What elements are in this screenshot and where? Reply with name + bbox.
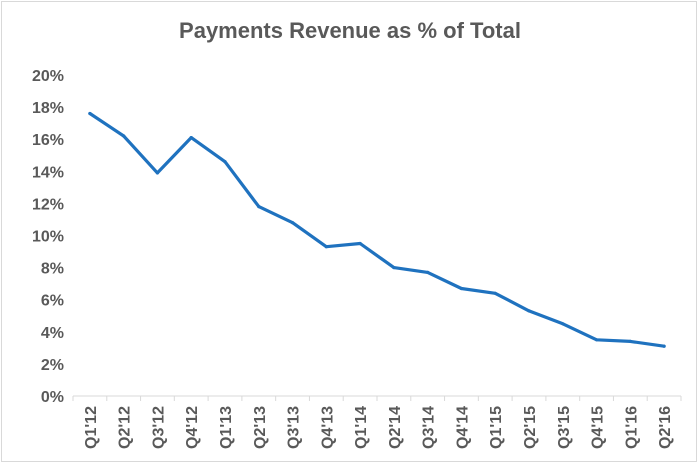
- x-tick-label: Q3'13: [286, 406, 303, 449]
- x-tick-label: Q1'14: [353, 406, 370, 449]
- series-line: [88, 111, 666, 348]
- data-point: [189, 136, 193, 140]
- data-point: [595, 338, 599, 342]
- x-tick-label: Q1'13: [218, 406, 235, 449]
- y-tick-label: 4%: [41, 325, 64, 342]
- data-point: [291, 221, 295, 225]
- data-point: [561, 322, 565, 326]
- x-tick-label: Q4'13: [319, 406, 336, 449]
- data-point: [122, 134, 126, 138]
- chart-title: Payments Revenue as % of Total: [179, 18, 521, 43]
- y-tick-label: 8%: [41, 261, 64, 278]
- data-point: [223, 160, 227, 164]
- data-point: [459, 286, 463, 291]
- y-tick-label: 18%: [32, 100, 64, 117]
- y-tick-label: 6%: [41, 293, 64, 310]
- x-tick-label: Q1'12: [83, 406, 100, 449]
- x-tick-label: Q1'16: [623, 406, 640, 449]
- x-tick-label: Q3'14: [421, 406, 438, 449]
- y-tick-label: 2%: [41, 357, 64, 374]
- data-point: [662, 344, 666, 348]
- x-tick-label: Q2'13: [252, 406, 269, 449]
- data-point: [324, 245, 328, 249]
- y-tick-label: 10%: [32, 229, 64, 246]
- plot-area: [88, 111, 666, 348]
- data-point: [257, 205, 261, 209]
- x-tick-label: Q3'15: [556, 406, 573, 449]
- data-point: [527, 309, 531, 313]
- data-point: [426, 270, 430, 274]
- x-tick-label: Q2'12: [117, 406, 134, 449]
- x-tick-label: Q4'14: [454, 406, 471, 449]
- data-point: [358, 241, 362, 246]
- y-tick-label: 12%: [32, 196, 64, 213]
- x-tick-label: Q2'16: [657, 406, 674, 449]
- x-tick-label: Q2'14: [387, 406, 404, 449]
- y-tick-label: 16%: [32, 132, 64, 149]
- data-point: [392, 266, 396, 270]
- x-tick-label: Q3'12: [150, 406, 167, 449]
- data-point: [155, 171, 159, 175]
- data-point: [493, 291, 497, 295]
- y-tick-label: 14%: [32, 164, 64, 181]
- y-tick-label: 20%: [32, 68, 64, 85]
- x-tick-label: Q4'12: [184, 406, 201, 449]
- x-tick-label: Q4'15: [590, 406, 607, 449]
- y-axis: 0% 2% 4% 6% 8% 10% 12% 14% 16% 18% 20%: [32, 68, 64, 406]
- x-tick-label: Q2'15: [522, 406, 539, 449]
- data-point: [88, 111, 92, 116]
- x-axis: Q1'12 Q2'12 Q3'12 Q4'12 Q1'13 Q2'13 Q3'13 Q4'13…: [72, 395, 682, 449]
- y-tick-label: 0%: [41, 389, 64, 406]
- data-point: [628, 339, 632, 343]
- x-tick-label: Q1'15: [488, 406, 505, 449]
